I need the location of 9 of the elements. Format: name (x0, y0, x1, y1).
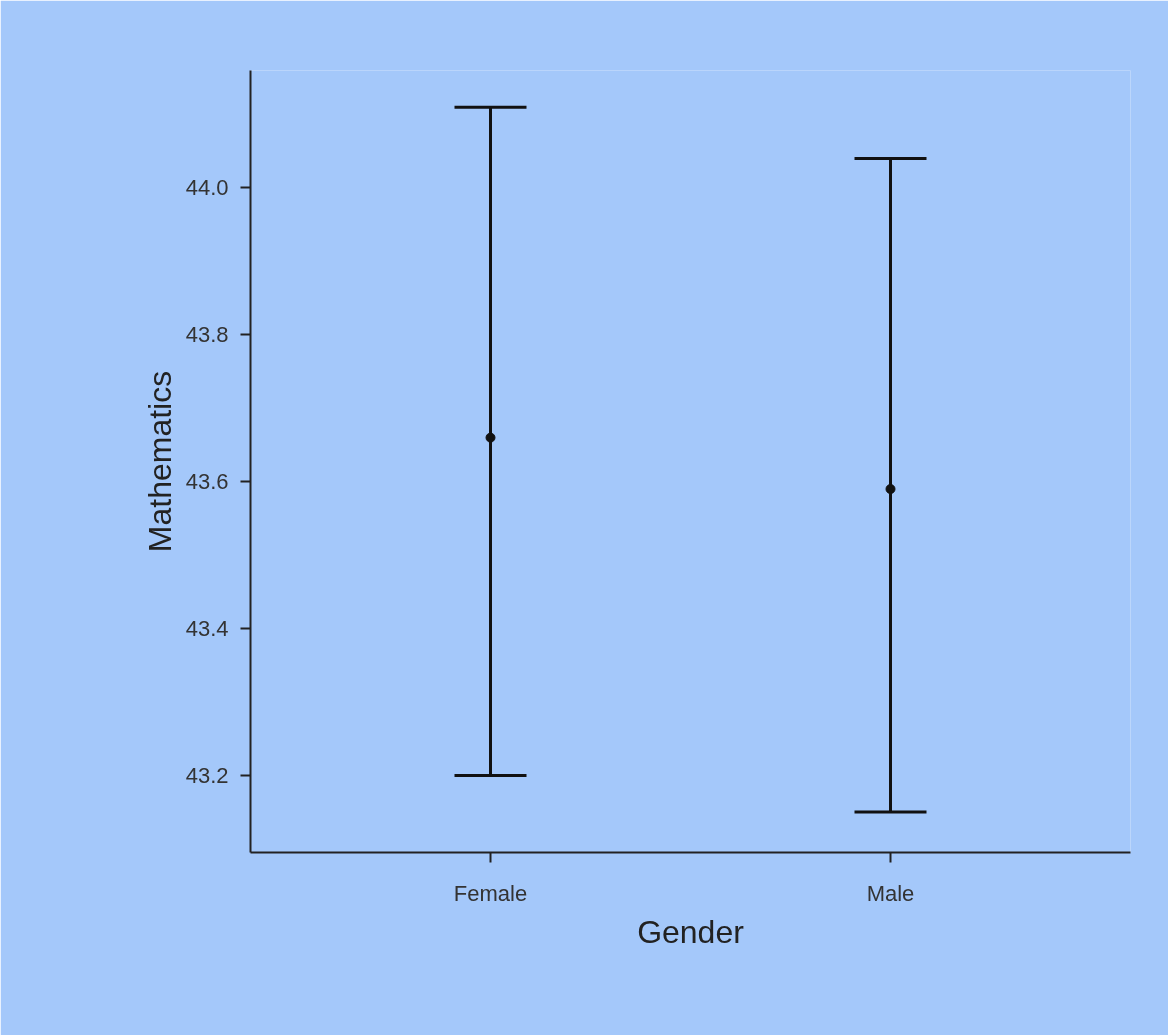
y-tick-label: 43.8 (185, 322, 229, 348)
x-axis-title: Gender (637, 913, 745, 950)
y-tick-label: 43.6 (185, 469, 229, 495)
x-tick-label: Male (866, 880, 915, 906)
y-tick-label: 43.4 (185, 616, 229, 642)
y-tick-label: 44.0 (185, 175, 229, 201)
x-tick-label: Female (453, 880, 528, 906)
y-axis-title: Mathematics (141, 370, 178, 553)
y-tick-label: 43.2 (185, 762, 229, 788)
